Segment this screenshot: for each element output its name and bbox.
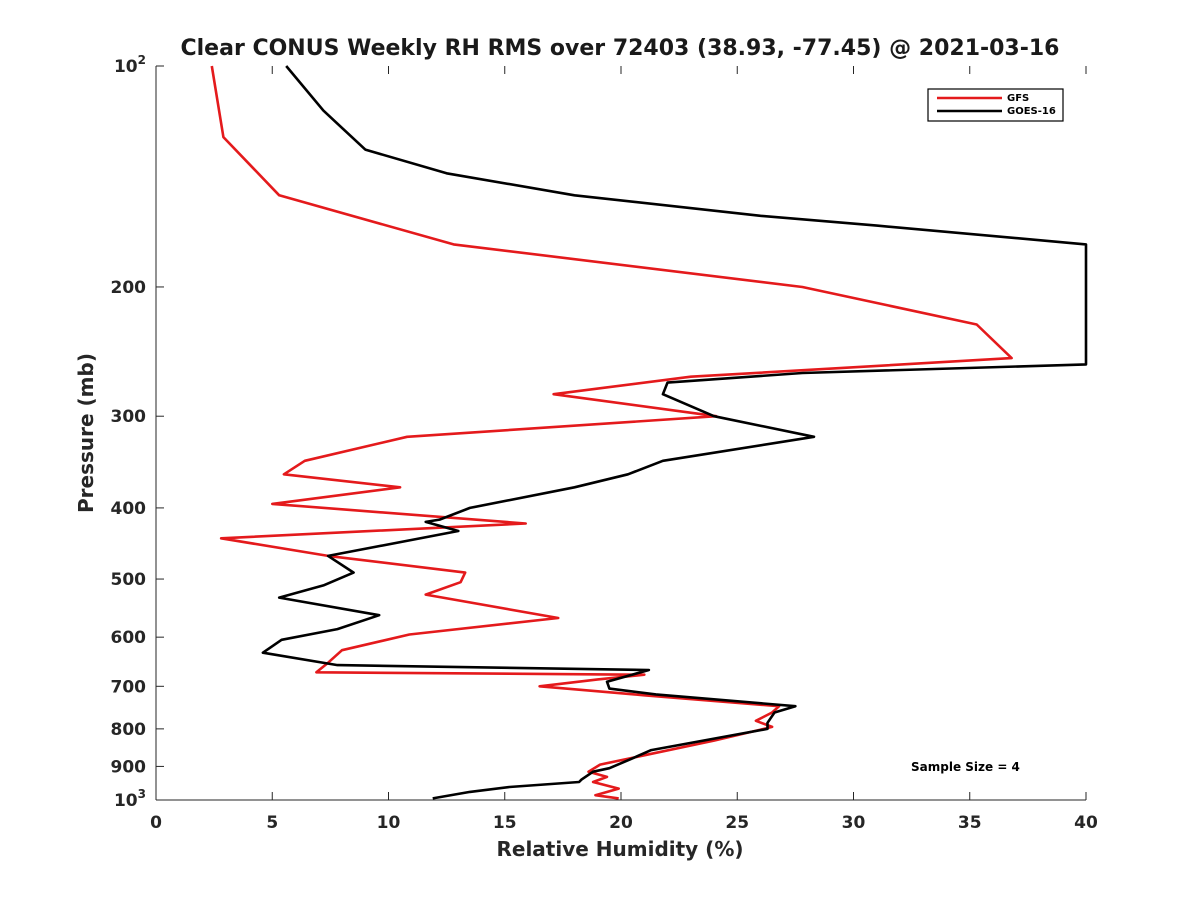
legend-label-gfs: GFS <box>1007 93 1029 104</box>
y-axis-label: Pressure (mb) <box>74 353 98 513</box>
x-axis-ticks: 0 5 10 15 20 25 30 35 40 <box>150 66 1098 833</box>
x-tick-label: 40 <box>1074 813 1098 833</box>
y-tick-label: 700 <box>111 677 147 697</box>
chart-title: Clear CONUS Weekly RH RMS over 72403 (38… <box>181 36 1060 61</box>
legend-label-goes16: GOES-16 <box>1007 106 1056 117</box>
y-tick-label: 500 <box>111 570 147 590</box>
y-tick-label: 900 <box>111 757 147 777</box>
x-tick-label: 10 <box>377 813 401 833</box>
y-axis-ticks: 102 200 300 400 500 600 700 800 900 103 <box>111 53 164 811</box>
x-tick-label: 0 <box>150 813 162 833</box>
legend-box <box>927 88 1064 122</box>
series-line-goes16 <box>261 65 1088 800</box>
x-tick-label: 35 <box>958 813 982 833</box>
x-tick-label: 5 <box>266 813 278 833</box>
y-tick-label: 600 <box>111 628 147 648</box>
x-tick-label: 15 <box>493 813 517 833</box>
y-tick-label: 400 <box>111 499 147 519</box>
sample-size-annotation: Sample Size = 4 <box>911 760 1020 774</box>
y-tick-label: 200 <box>111 278 147 298</box>
x-axis-label: Relative Humidity (%) <box>496 837 743 861</box>
y-tick-label: 103 <box>114 787 146 811</box>
y-tick-label: 300 <box>111 407 147 427</box>
y-tick-label: 800 <box>111 720 147 740</box>
series-layer <box>210 65 1088 800</box>
legend: GFS GOES-16 <box>927 88 1064 122</box>
x-tick-label: 30 <box>842 813 866 833</box>
y-tick-label: 102 <box>114 53 146 77</box>
x-tick-label: 20 <box>609 813 633 833</box>
x-tick-label: 25 <box>725 813 749 833</box>
series-line-gfs <box>210 65 1013 800</box>
